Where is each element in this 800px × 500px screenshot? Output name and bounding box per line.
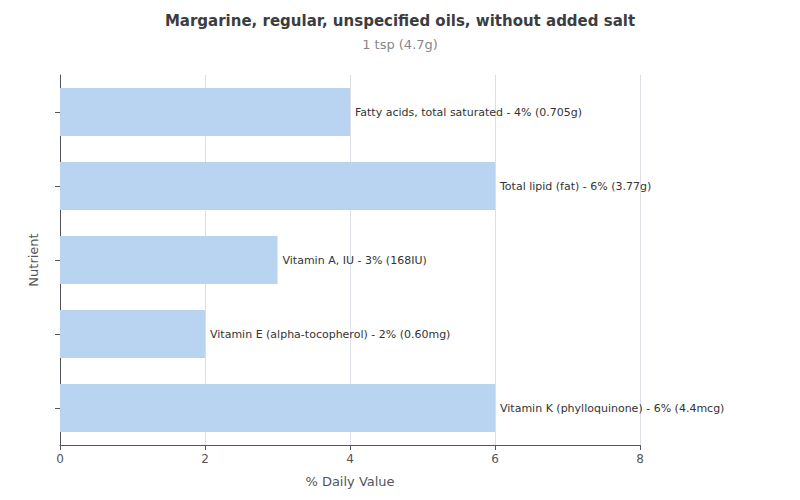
svg-text:Margarine, regular, unspecifie: Margarine, regular, unspecified oils, wi…: [165, 12, 635, 30]
svg-text:1 tsp (4.7g): 1 tsp (4.7g): [362, 37, 438, 52]
svg-text:2: 2: [201, 452, 209, 466]
svg-text:Nutrient: Nutrient: [26, 233, 41, 286]
svg-text:Fatty acids, total saturated -: Fatty acids, total saturated - 4% (0.705…: [355, 106, 582, 119]
svg-text:4: 4: [346, 452, 354, 466]
svg-text:6: 6: [491, 452, 499, 466]
svg-text:Vitamin E (alpha-tocopherol) -: Vitamin E (alpha-tocopherol) - 2% (0.60m…: [210, 328, 450, 341]
svg-text:Total lipid (fat) - 6% (3.77g): Total lipid (fat) - 6% (3.77g): [499, 180, 651, 193]
svg-text:Vitamin K (phylloquinone) - 6%: Vitamin K (phylloquinone) - 6% (4.4mcg): [500, 402, 724, 415]
svg-text:% Daily Value: % Daily Value: [305, 474, 394, 489]
svg-text:0: 0: [56, 452, 64, 466]
svg-text:Vitamin A, IU - 3% (168IU): Vitamin A, IU - 3% (168IU): [283, 254, 427, 267]
svg-text:8: 8: [636, 452, 644, 466]
